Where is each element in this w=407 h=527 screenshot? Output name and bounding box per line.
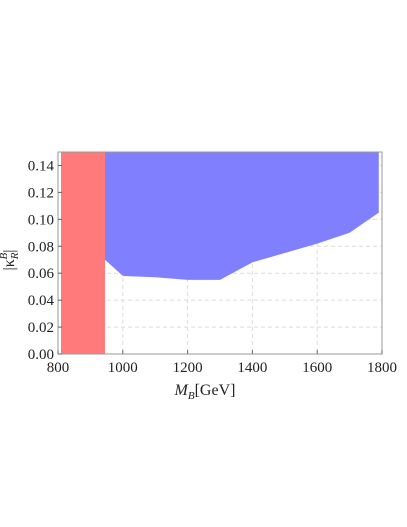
y-tick-label: 0.14: [28, 158, 55, 174]
x-axis-label-unit: [GeV]: [195, 382, 236, 399]
x-tick-label: 1200: [173, 360, 203, 376]
excluded-region-red: [61, 152, 105, 354]
y-tick-label: 0.12: [28, 185, 54, 201]
y-tick-label: 0.02: [28, 320, 54, 336]
x-axis-title: MB[GeV]: [174, 382, 236, 402]
y-axis-title: |κRB|: [0, 250, 21, 271]
x-axis-label-main: M: [174, 382, 190, 399]
x-tick-label: 1400: [237, 360, 267, 376]
x-tick-label: 1600: [302, 360, 332, 376]
y-axis-label-prefix: |κ: [1, 259, 18, 270]
axis-ticks: 800 1000 1200 1400 1600 1800 0.00 0.02 0.04 0.06 0…: [28, 158, 397, 376]
allowed-region-blue: [105, 152, 379, 280]
svg-text:|κRB|: |κRB|: [0, 250, 21, 271]
x-tick-label: 1800: [367, 360, 397, 376]
chart-regions: [61, 152, 379, 354]
x-axis-label-sub: B: [188, 390, 195, 402]
y-tick-label: 0.08: [28, 239, 54, 255]
y-tick-label: 0.04: [28, 293, 55, 309]
y-tick-label: 0.10: [28, 212, 54, 228]
svg-text:MB[GeV]: MB[GeV]: [174, 382, 236, 402]
y-axis-label-sub: R: [9, 252, 21, 260]
plot-frame: [57, 151, 383, 355]
y-tick-label: 0.00: [28, 347, 54, 363]
x-tick-label: 1000: [108, 360, 138, 376]
y-axis-label-suffix: |: [1, 250, 18, 253]
y-tick-label: 0.06: [28, 266, 55, 282]
x-tick-label: 800: [47, 360, 70, 376]
y-axis-label-sup: B: [0, 252, 10, 259]
